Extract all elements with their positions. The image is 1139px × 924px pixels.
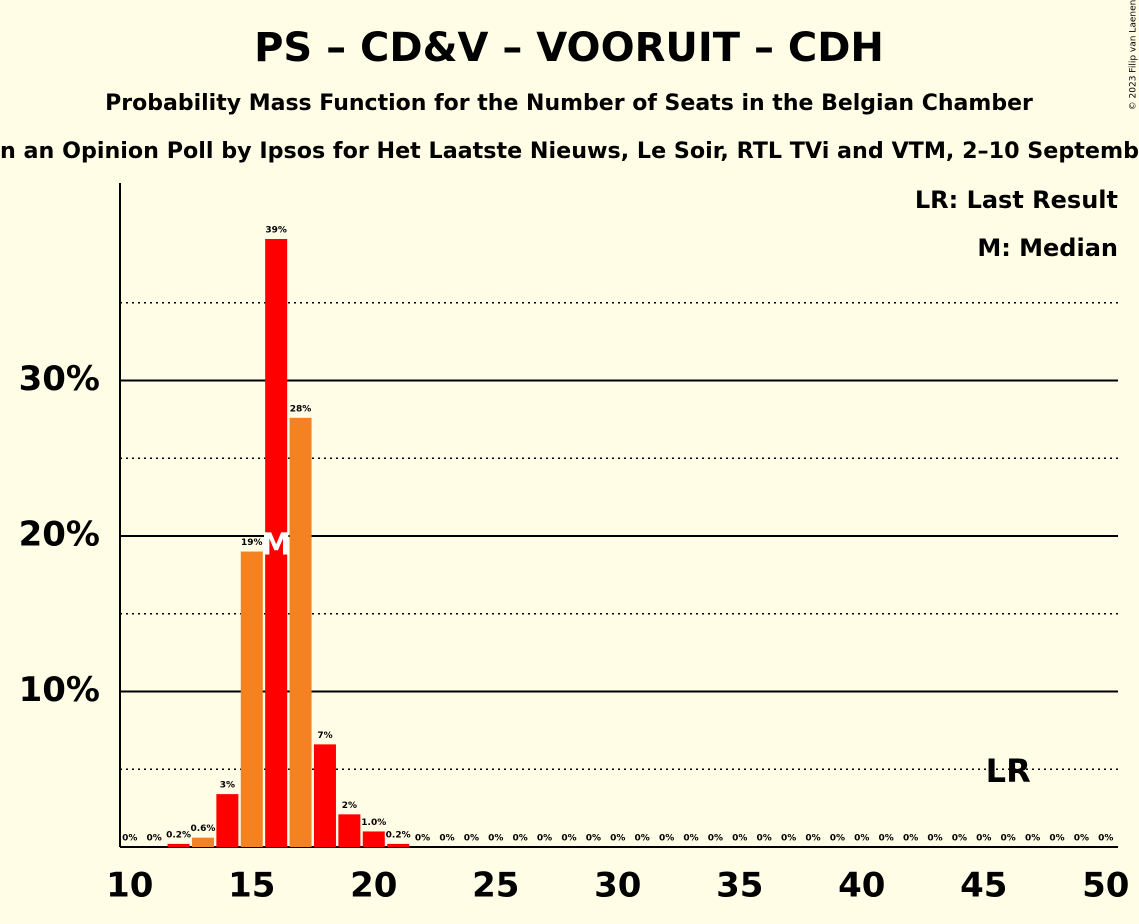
value-label: 0.6% xyxy=(190,824,215,834)
value-label: 0% xyxy=(635,834,650,844)
value-label: 0% xyxy=(586,834,601,844)
value-label: 0% xyxy=(1025,834,1040,844)
y-tick-label: 20% xyxy=(19,514,100,554)
value-label: 0% xyxy=(659,834,674,844)
bar xyxy=(338,814,361,847)
bar xyxy=(167,843,190,847)
value-label: 0% xyxy=(903,834,918,844)
value-label: 0% xyxy=(561,834,576,844)
x-tick-label: 25 xyxy=(472,866,519,906)
x-tick-label: 20 xyxy=(350,866,397,906)
legend-entry: M: Median xyxy=(977,234,1118,262)
y-tick-label: 30% xyxy=(19,359,100,399)
bar xyxy=(289,417,312,847)
value-label: 0% xyxy=(805,834,820,844)
value-label: 0% xyxy=(610,834,625,844)
bar xyxy=(313,744,336,847)
value-label: 0% xyxy=(488,834,503,844)
bar xyxy=(240,551,263,847)
bar xyxy=(265,238,288,847)
value-label: 0% xyxy=(927,834,942,844)
value-label: 0% xyxy=(976,834,991,844)
x-tick-label: 30 xyxy=(594,866,641,906)
value-label: 3% xyxy=(220,781,235,791)
x-tick-label: 40 xyxy=(838,866,885,906)
bar xyxy=(362,831,385,847)
value-label: 7% xyxy=(317,731,332,741)
legend-entry: LR: Last Result xyxy=(915,186,1118,214)
x-tick-label: 45 xyxy=(960,866,1007,906)
value-label: 0% xyxy=(147,834,162,844)
subtitle2: n an Opinion Poll by Ipsos for Het Laats… xyxy=(0,139,1139,164)
value-label: 0.2% xyxy=(386,830,411,840)
x-tick-label: 10 xyxy=(106,866,153,906)
value-label: 0% xyxy=(1001,834,1016,844)
last-result-marker: LR xyxy=(986,752,1031,790)
x-tick-label: 35 xyxy=(716,866,763,906)
value-label: 0% xyxy=(830,834,845,844)
bar xyxy=(387,843,410,847)
value-label: 0% xyxy=(732,834,747,844)
x-tick-label: 50 xyxy=(1082,866,1129,906)
value-label: 0% xyxy=(757,834,772,844)
value-label: 0% xyxy=(683,834,698,844)
copyright: © 2023 Filip van Laenen xyxy=(1129,0,1139,110)
subtitle: Probability Mass Function for the Number… xyxy=(105,91,1033,116)
y-tick-label: 10% xyxy=(19,670,100,710)
value-label: 0% xyxy=(122,834,137,844)
value-label: 0% xyxy=(1074,834,1089,844)
value-label: 0% xyxy=(1049,834,1064,844)
value-label: 0% xyxy=(513,834,528,844)
value-label: 28% xyxy=(290,404,312,414)
value-label: 0% xyxy=(952,834,967,844)
chart-title: PS – CD&V – VOORUIT – CDH xyxy=(254,25,884,71)
value-label: 0% xyxy=(537,834,552,844)
value-label: 0% xyxy=(879,834,894,844)
value-label: 0% xyxy=(415,834,430,844)
value-label: 2% xyxy=(342,801,357,811)
bar xyxy=(191,837,214,847)
value-label: 0% xyxy=(854,834,869,844)
value-label: 19% xyxy=(241,538,263,548)
value-label: 39% xyxy=(265,225,287,235)
value-label: 0% xyxy=(439,834,454,844)
value-label: 0% xyxy=(464,834,479,844)
median-marker: M xyxy=(261,528,291,563)
value-label: 0% xyxy=(708,834,723,844)
value-label: 0% xyxy=(1098,834,1113,844)
x-tick-label: 15 xyxy=(228,866,275,906)
bar xyxy=(216,794,239,847)
value-label: 0.2% xyxy=(166,830,191,840)
value-label: 0% xyxy=(781,834,796,844)
value-label: 1.0% xyxy=(361,818,386,828)
